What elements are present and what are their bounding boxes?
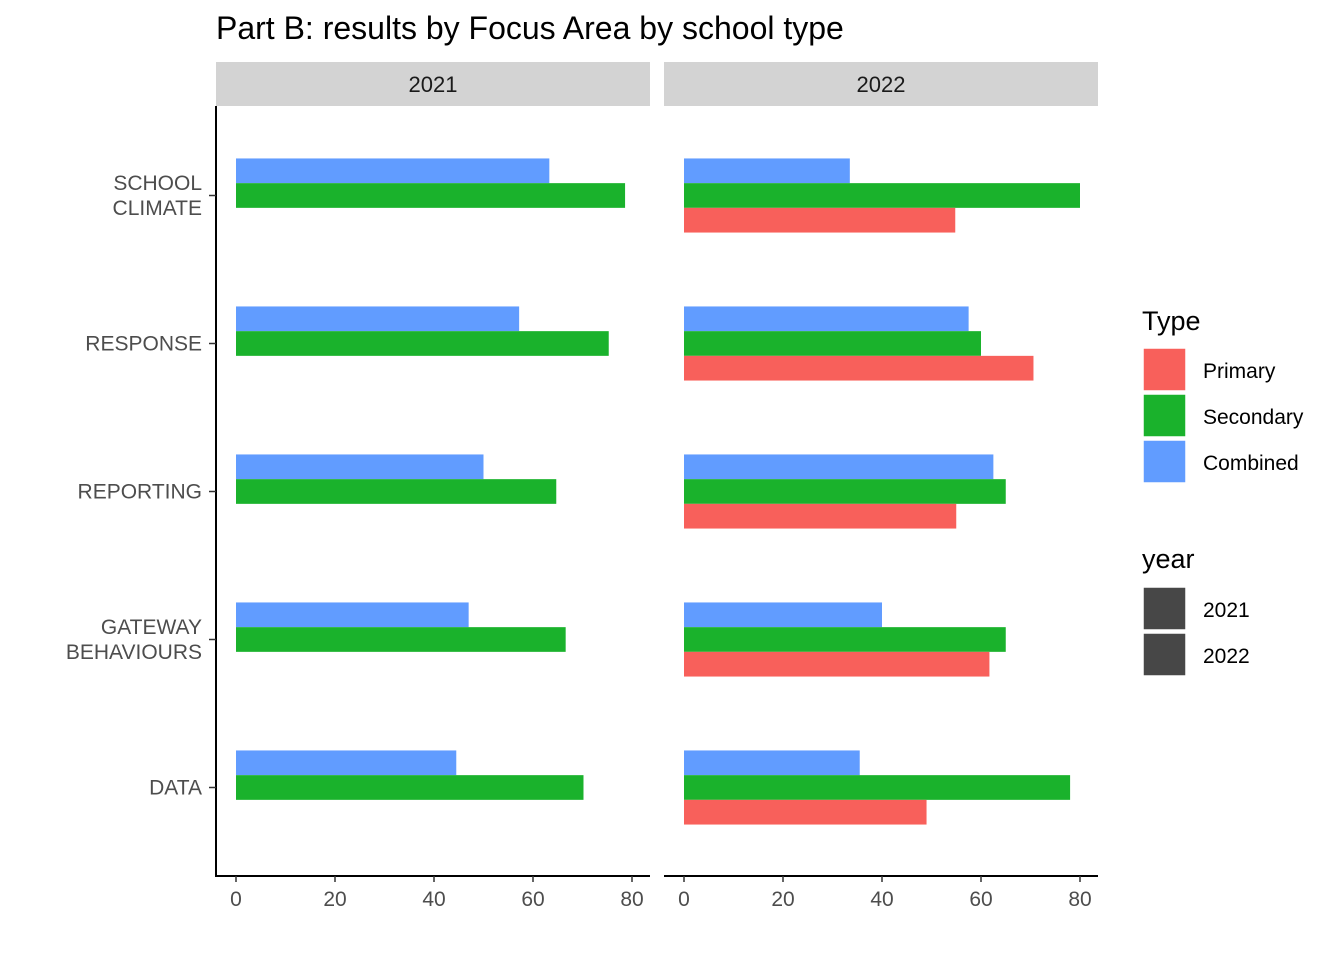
y-tick-label-school-climate-line1: SCHOOL: [113, 172, 202, 195]
bar-2022-response-primary: [684, 355, 1034, 381]
bar-2022-response-combined: [684, 306, 969, 332]
bar-2022-school-climate-secondary: [684, 183, 1080, 208]
bar-2021-gateway-behaviours-combined: [236, 602, 469, 628]
bar-2022-data-combined: [684, 750, 860, 776]
legend-key-primary: [1142, 347, 1187, 392]
bar-2021-reporting-secondary: [236, 479, 557, 504]
bar-2022-reporting-secondary: [684, 479, 1006, 504]
bar-2022-data-primary: [684, 799, 927, 825]
x-tick-label-2021-20: 20: [323, 888, 346, 911]
bar-2022-response-secondary: [684, 331, 981, 356]
bar-2021-data-secondary: [236, 775, 584, 800]
x-tick-label-2021-0: 0: [230, 888, 242, 911]
y-tick-label-school-climate-line2: CLIMATE: [113, 197, 202, 220]
x-tick-label-2022-0: 0: [678, 888, 690, 911]
bar-2021-response-combined: [236, 306, 520, 332]
legend-label-year-2022: 2022: [1203, 645, 1250, 668]
legend-label-combined: Combined: [1203, 452, 1299, 475]
bar-2022-school-climate-combined: [684, 158, 850, 184]
x-tick-label-2021-40: 40: [422, 888, 445, 911]
x-tick-label-2021-60: 60: [521, 888, 544, 911]
bar-2022-gateway-behaviours-combined: [684, 602, 882, 628]
legend-label-year-2021: 2021: [1203, 599, 1250, 622]
bar-2022-gateway-behaviours-primary: [684, 651, 990, 677]
x-tick-label-2022-80: 80: [1068, 888, 1091, 911]
y-tick-label-data: DATA: [149, 777, 202, 800]
x-tick-label-2022-40: 40: [870, 888, 893, 911]
chart-title: Part B: results by Focus Area by school …: [216, 10, 844, 46]
legend-label-primary: Primary: [1203, 360, 1276, 383]
bar-2022-reporting-primary: [684, 503, 957, 529]
y-tick-label-response: RESPONSE: [85, 333, 202, 356]
y-tick-label-gateway-behaviours-line1: GATEWAY: [101, 616, 202, 639]
legend-title-type: Type: [1142, 306, 1201, 336]
x-tick-label-2022-60: 60: [969, 888, 992, 911]
bar-2022-data-secondary: [684, 775, 1071, 800]
legend-key-year-2021: [1142, 586, 1187, 631]
bar-2021-gateway-behaviours-secondary: [236, 627, 566, 652]
bar-2022-school-climate-primary: [684, 207, 956, 233]
bar-2021-data-combined: [236, 750, 457, 776]
facet-strip-2021: [216, 62, 650, 106]
bar-2022-gateway-behaviours-secondary: [684, 627, 1006, 652]
legend-label-secondary: Secondary: [1203, 406, 1304, 429]
x-tick-label-2022-20: 20: [771, 888, 794, 911]
facet-strip-2022: [664, 62, 1098, 106]
facet-label-2021: 2021: [409, 72, 458, 97]
facet-label-2022: 2022: [857, 72, 906, 97]
x-tick-label-2021-80: 80: [620, 888, 643, 911]
y-tick-label-reporting: REPORTING: [78, 481, 202, 504]
legend-key-combined: [1142, 439, 1187, 484]
legend-title-year: year: [1142, 544, 1195, 574]
bar-2021-school-climate-combined: [236, 158, 550, 184]
bar-2021-response-secondary: [236, 331, 609, 356]
y-tick-label-gateway-behaviours-line2: BEHAVIOURS: [66, 641, 202, 664]
bar-2021-reporting-combined: [236, 454, 484, 480]
legend: Type Primary Secondary Combined year 2021 2022: [1142, 306, 1304, 677]
legend-key-secondary: [1142, 393, 1187, 438]
bar-2022-reporting-combined: [684, 454, 994, 480]
legend-key-year-2022: [1142, 632, 1187, 677]
bar-2021-school-climate-secondary: [236, 183, 626, 208]
